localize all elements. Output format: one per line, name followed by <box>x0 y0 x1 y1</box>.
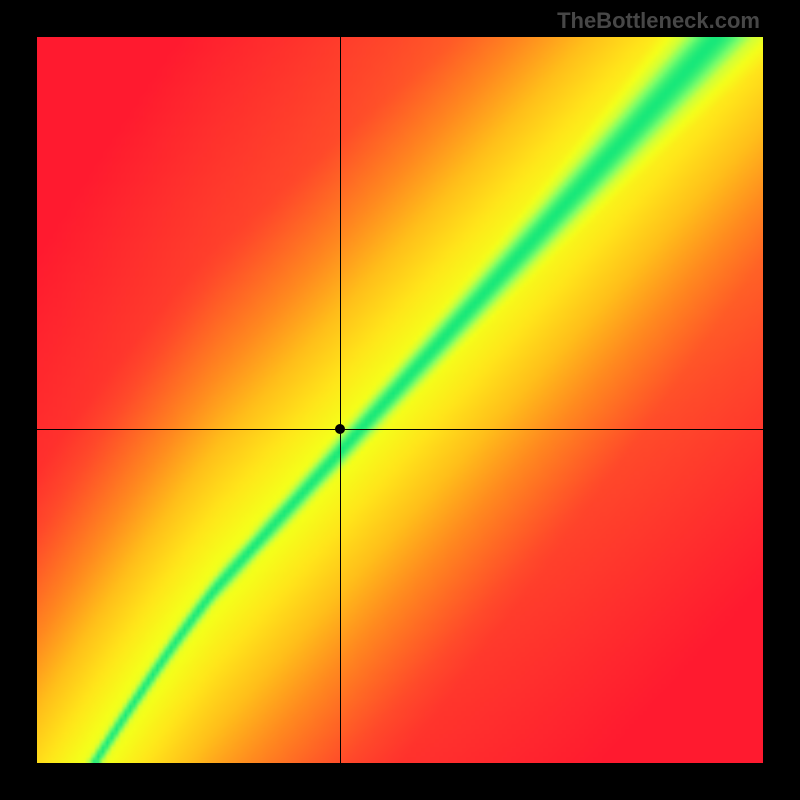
watermark-text: TheBottleneck.com <box>557 8 760 34</box>
crosshair-vertical <box>340 37 341 763</box>
crosshair-horizontal <box>37 429 763 430</box>
crosshair-marker <box>335 424 345 434</box>
root: { "watermark": { "text": "TheBottleneck.… <box>0 0 800 800</box>
heatmap-plot <box>37 37 763 763</box>
heatmap-canvas <box>37 37 763 763</box>
